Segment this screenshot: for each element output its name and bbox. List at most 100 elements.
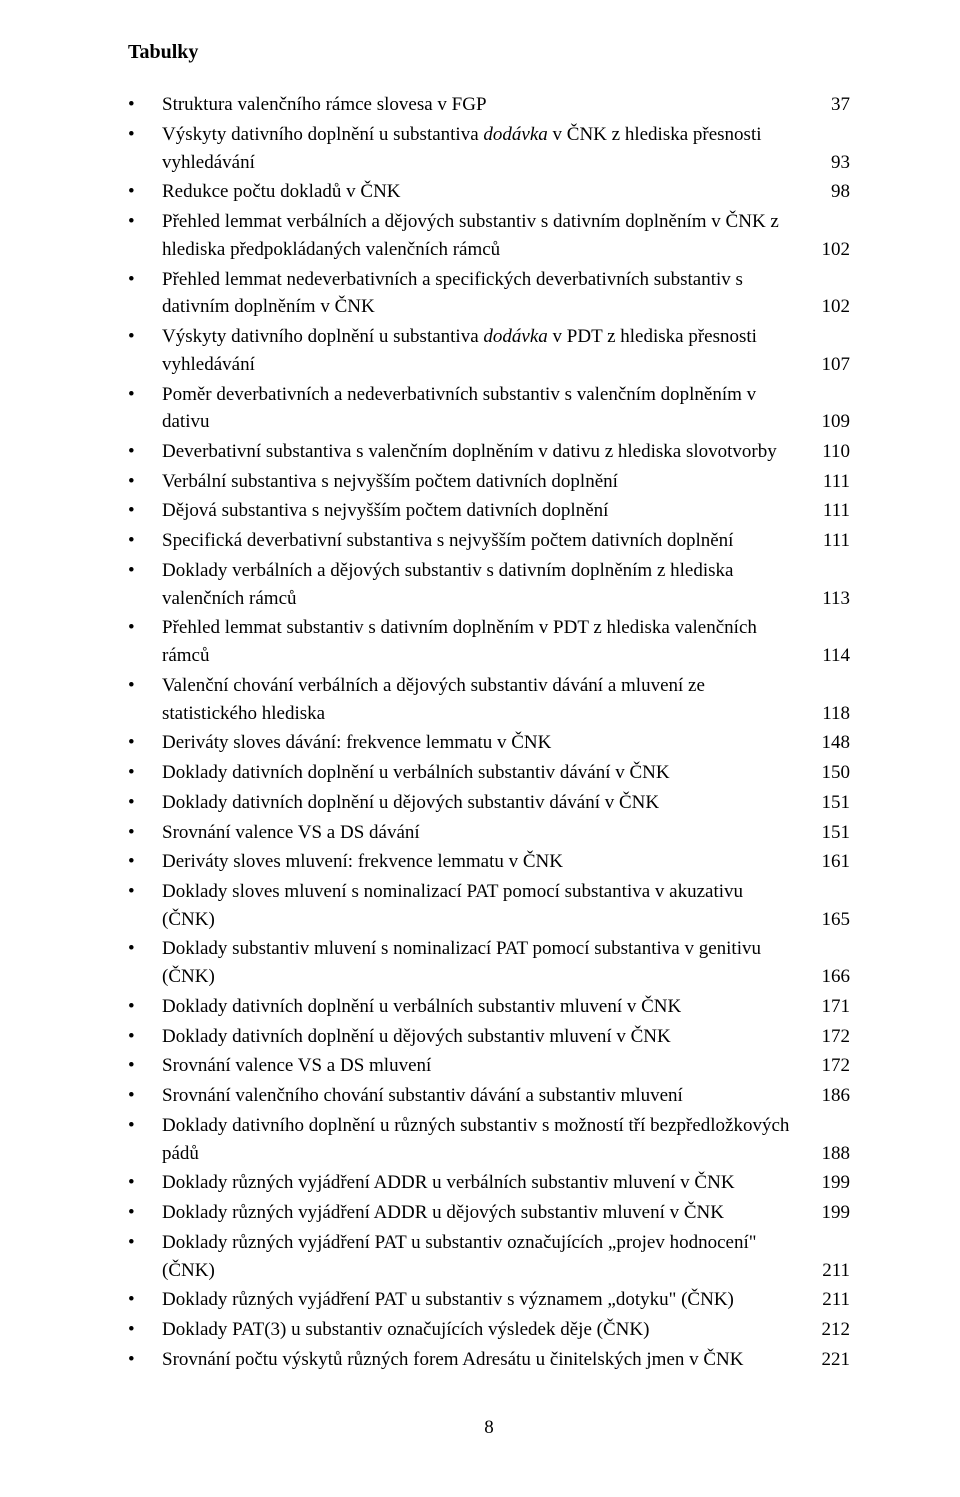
bullet-icon: • bbox=[128, 1169, 162, 1197]
bullet-icon: • bbox=[128, 381, 162, 409]
toc-item: •Srovnání počtu výskytů různých forem Ad… bbox=[128, 1346, 850, 1374]
toc-label: Přehled lemmat nedeverbativních a specif… bbox=[162, 266, 802, 321]
bullet-icon: • bbox=[128, 1229, 162, 1257]
toc-label: Srovnání valence VS a DS mluvení bbox=[162, 1052, 802, 1080]
toc-item: •Dějová substantiva s nejvyšším počtem d… bbox=[128, 497, 850, 525]
bullet-icon: • bbox=[128, 672, 162, 700]
toc-label: Přehled lemmat substantiv s dativním dop… bbox=[162, 614, 802, 669]
toc-item: •Doklady dativních doplnění u dějových s… bbox=[128, 1023, 850, 1051]
bullet-icon: • bbox=[128, 121, 162, 149]
toc-item: •Doklady různých vyjádření ADDR u verbál… bbox=[128, 1169, 850, 1197]
toc-item: •Redukce počtu dokladů v ČNK98 bbox=[128, 178, 850, 206]
bullet-icon: • bbox=[128, 497, 162, 525]
toc-page-number: 199 bbox=[802, 1169, 850, 1197]
bullet-icon: • bbox=[128, 935, 162, 963]
toc-label: Dějová substantiva s nejvyšším počtem da… bbox=[162, 497, 802, 525]
toc-label: Doklady dativních doplnění u verbálních … bbox=[162, 759, 802, 787]
toc-page-number: 211 bbox=[802, 1286, 850, 1314]
bullet-icon: • bbox=[128, 759, 162, 787]
toc-item: •Struktura valenčního rámce slovesa v FG… bbox=[128, 91, 850, 119]
toc-page-number: 161 bbox=[802, 848, 850, 876]
toc-page-number: 93 bbox=[802, 149, 850, 177]
toc-item: •Výskyty dativního doplnění u substantiv… bbox=[128, 121, 850, 176]
bullet-icon: • bbox=[128, 1346, 162, 1374]
bullet-icon: • bbox=[128, 789, 162, 817]
bullet-icon: • bbox=[128, 91, 162, 119]
toc-page-number: 199 bbox=[802, 1199, 850, 1227]
bullet-icon: • bbox=[128, 819, 162, 847]
toc-item: •Srovnání valence VS a DS dávání151 bbox=[128, 819, 850, 847]
toc-page-number: 150 bbox=[802, 759, 850, 787]
bullet-icon: • bbox=[128, 1199, 162, 1227]
toc-item: •Specifická deverbativní substantiva s n… bbox=[128, 527, 850, 555]
toc-page-number: 102 bbox=[802, 293, 850, 321]
toc-label: Doklady verbálních a dějových substantiv… bbox=[162, 557, 802, 612]
toc-label: Struktura valenčního rámce slovesa v FGP bbox=[162, 91, 802, 119]
toc-item: •Valenční chování verbálních a dějových … bbox=[128, 672, 850, 727]
toc-label: Deriváty sloves dávání: frekvence lemmat… bbox=[162, 729, 802, 757]
toc-page-number: 186 bbox=[802, 1082, 850, 1110]
toc-item: •Přehled lemmat verbálních a dějových su… bbox=[128, 208, 850, 263]
toc-page-number: 165 bbox=[802, 906, 850, 934]
toc-page-number: 107 bbox=[802, 351, 850, 379]
bullet-icon: • bbox=[128, 557, 162, 585]
toc-page-number: 166 bbox=[802, 963, 850, 991]
toc-page-number: 102 bbox=[802, 236, 850, 264]
toc-item: •Přehled lemmat substantiv s dativním do… bbox=[128, 614, 850, 669]
toc-label: Doklady dativního doplnění u různých sub… bbox=[162, 1112, 802, 1167]
toc-label: Doklady různých vyjádření PAT u substant… bbox=[162, 1229, 802, 1284]
bullet-icon: • bbox=[128, 848, 162, 876]
toc-label: Deriváty sloves mluvení: frekvence lemma… bbox=[162, 848, 802, 876]
toc-item: •Srovnání valence VS a DS mluvení172 bbox=[128, 1052, 850, 1080]
toc-item: •Doklady verbálních a dějových substanti… bbox=[128, 557, 850, 612]
toc-page-number: 110 bbox=[802, 438, 850, 466]
toc-item: •Doklady různých vyjádření ADDR u dějový… bbox=[128, 1199, 850, 1227]
bullet-icon: • bbox=[128, 323, 162, 351]
toc-label: Srovnání valence VS a DS dávání bbox=[162, 819, 802, 847]
toc-label: Doklady různých vyjádření ADDR u dějovýc… bbox=[162, 1199, 802, 1227]
toc-item: •Doklady PAT(3) u substantiv označujícíc… bbox=[128, 1316, 850, 1344]
toc-label: Srovnání valenčního chování substantiv d… bbox=[162, 1082, 802, 1110]
toc-item: •Výskyty dativního doplnění u substantiv… bbox=[128, 323, 850, 378]
bullet-icon: • bbox=[128, 1286, 162, 1314]
bullet-icon: • bbox=[128, 1052, 162, 1080]
toc-label: Redukce počtu dokladů v ČNK bbox=[162, 178, 802, 206]
toc-page-number: 148 bbox=[802, 729, 850, 757]
toc-item: •Doklady sloves mluvení s nominalizací P… bbox=[128, 878, 850, 933]
toc-page-number: 37 bbox=[802, 91, 850, 119]
toc-item: •Doklady různých vyjádření PAT u substan… bbox=[128, 1286, 850, 1314]
toc-page-number: 151 bbox=[802, 789, 850, 817]
toc-label: Valenční chování verbálních a dějových s… bbox=[162, 672, 802, 727]
toc-label: Doklady dativních doplnění u dějových su… bbox=[162, 1023, 802, 1051]
toc-label: Výskyty dativního doplnění u substantiva… bbox=[162, 323, 802, 378]
toc-label: Doklady dativních doplnění u verbálních … bbox=[162, 993, 802, 1021]
toc-label: Doklady substantiv mluvení s nominalizac… bbox=[162, 935, 802, 990]
toc-item: •Doklady dativních doplnění u verbálních… bbox=[128, 993, 850, 1021]
toc-page-number: 118 bbox=[802, 700, 850, 728]
toc-page-number: 172 bbox=[802, 1052, 850, 1080]
toc-item: •Deriváty sloves mluvení: frekvence lemm… bbox=[128, 848, 850, 876]
toc-page-number: 172 bbox=[802, 1023, 850, 1051]
bullet-icon: • bbox=[128, 468, 162, 496]
bullet-icon: • bbox=[128, 208, 162, 236]
toc-label: Deverbativní substantiva s valenčním dop… bbox=[162, 438, 802, 466]
toc-item: •Poměr deverbativních a nedeverbativních… bbox=[128, 381, 850, 436]
toc-label: Přehled lemmat verbálních a dějových sub… bbox=[162, 208, 802, 263]
toc-page-number: 98 bbox=[802, 178, 850, 206]
toc-page-number: 211 bbox=[802, 1257, 850, 1285]
toc-label: Výskyty dativního doplnění u substantiva… bbox=[162, 121, 802, 176]
toc-item: •Deverbativní substantiva s valenčním do… bbox=[128, 438, 850, 466]
toc-label: Verbální substantiva s nejvyšším počtem … bbox=[162, 468, 802, 496]
page-title: Tabulky bbox=[128, 38, 850, 67]
toc-item: •Doklady dativních doplnění u verbálních… bbox=[128, 759, 850, 787]
toc-label: Doklady PAT(3) u substantiv označujících… bbox=[162, 1316, 802, 1344]
toc-label: Doklady sloves mluvení s nominalizací PA… bbox=[162, 878, 802, 933]
bullet-icon: • bbox=[128, 993, 162, 1021]
toc-page-number: 212 bbox=[802, 1316, 850, 1344]
toc-item: •Verbální substantiva s nejvyšším počtem… bbox=[128, 468, 850, 496]
bullet-icon: • bbox=[128, 1082, 162, 1110]
bullet-icon: • bbox=[128, 178, 162, 206]
toc-page-number: 111 bbox=[802, 527, 850, 555]
toc-label: Poměr deverbativních a nedeverbativních … bbox=[162, 381, 802, 436]
bullet-icon: • bbox=[128, 729, 162, 757]
